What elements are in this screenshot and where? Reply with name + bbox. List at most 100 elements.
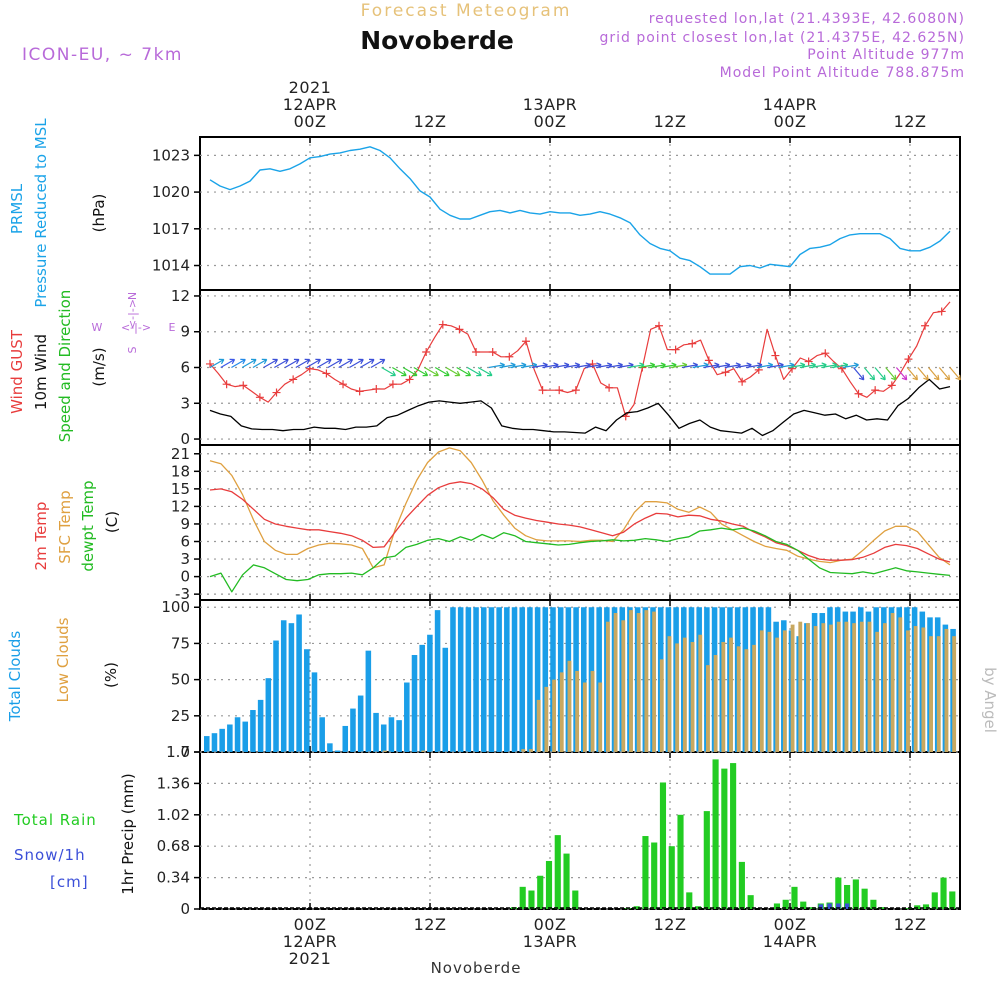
temp-2m-line xyxy=(209,481,951,563)
time-label-top: 00Z xyxy=(294,112,327,131)
rain-bar xyxy=(738,861,745,909)
low-cloud-bar xyxy=(875,631,880,752)
compass-vertical: <-|-> xyxy=(126,299,139,329)
low-cloud-bar xyxy=(721,641,726,752)
total-cloud-bar xyxy=(496,607,502,752)
wind-arrow xyxy=(863,367,876,381)
closest-point: grid point closest lon,lat (21.4375E, 42… xyxy=(599,30,965,46)
y-tick-label: 12 xyxy=(171,287,190,305)
gust-marker xyxy=(405,375,414,384)
time-label-top: 12Z xyxy=(414,112,447,131)
rain-bar xyxy=(852,879,859,909)
wind-arrow xyxy=(284,358,300,369)
time-label-bottom: 2021 xyxy=(289,949,332,968)
total-cloud-bar xyxy=(534,607,541,752)
rain-bar xyxy=(922,904,930,909)
total-cloud-bar xyxy=(288,623,295,752)
low-cloud-bar xyxy=(759,630,764,752)
gust-marker xyxy=(322,369,331,378)
low-cloud-bar xyxy=(729,637,733,752)
low-cloud-bar xyxy=(582,682,587,752)
rain-bar xyxy=(940,877,947,909)
gust-marker xyxy=(455,325,464,334)
total-cloud-bar xyxy=(396,720,402,752)
time-label-bottom: 12Z xyxy=(414,915,447,934)
time-label-top: 2021 xyxy=(289,78,332,97)
wind-arrow xyxy=(241,358,257,369)
low-cloud-bar xyxy=(421,750,426,752)
y-tick-label: 0.68 xyxy=(157,837,190,855)
low-cloud-bar xyxy=(529,749,533,752)
total-cloud-bar xyxy=(542,607,549,752)
label-wind-gust: Wind GUST xyxy=(8,329,26,414)
low-cloud-bar xyxy=(929,636,933,752)
panel-frame-1 xyxy=(199,136,961,291)
total-cloud-bar xyxy=(411,655,418,752)
wind-arrow xyxy=(316,358,332,369)
wind-arrow xyxy=(209,358,225,369)
label-low-clouds: Low Clouds xyxy=(54,617,72,702)
low-cloud-bar xyxy=(767,631,772,752)
wind-arrow xyxy=(906,367,918,381)
gust-marker xyxy=(721,368,730,377)
total-cloud-bar xyxy=(473,607,479,752)
low-cloud-bar xyxy=(544,686,549,752)
y-tick-label: 1023 xyxy=(152,146,190,164)
gust-marker xyxy=(538,386,547,395)
gust-marker xyxy=(804,357,813,366)
low-cloud-bar xyxy=(636,613,641,752)
wind-arrow xyxy=(467,366,482,377)
rain-bar xyxy=(782,899,789,909)
low-cloud-bar xyxy=(667,636,672,752)
label-sfc-temp: SFC Temp xyxy=(56,490,74,563)
time-label-bottom: 12APR xyxy=(283,932,338,951)
label-snow: Snow/1h xyxy=(14,846,86,864)
wind-arrow xyxy=(231,358,246,369)
y-tick-label: 12 xyxy=(171,497,190,515)
y-tick-label: 9 xyxy=(180,515,190,533)
y-tick-label: 9 xyxy=(180,323,190,341)
time-label-bottom: 00Z xyxy=(294,915,327,934)
rain-bar xyxy=(879,907,886,909)
total-cloud-bar xyxy=(488,607,495,752)
compass-n: N xyxy=(126,292,139,300)
wind-arrow xyxy=(359,358,375,369)
low-cloud-bar xyxy=(590,670,595,752)
wind-arrow xyxy=(424,366,439,377)
y-tick-label: 3 xyxy=(180,550,190,568)
wind-arrow xyxy=(842,362,859,369)
total-cloud-bar xyxy=(457,607,464,752)
low-cloud-bar xyxy=(690,641,695,752)
gust-marker xyxy=(671,345,680,354)
time-label-bottom: 14APR xyxy=(763,932,818,951)
label-pressure: Pressure Reduced to MSL xyxy=(32,118,50,308)
total-cloud-bar xyxy=(242,721,249,752)
y-tick-label: 1014 xyxy=(152,257,190,275)
snow-bar xyxy=(844,903,850,909)
rain-bar xyxy=(791,886,798,909)
y-tick-label: 0 xyxy=(180,900,190,918)
y-tick-label: 18 xyxy=(171,462,190,480)
rain-bar xyxy=(931,892,938,909)
gust-marker xyxy=(738,377,747,386)
rain-bar xyxy=(773,903,781,909)
time-label-bottom: 12Z xyxy=(894,915,927,934)
y-tick-label: 50 xyxy=(171,671,190,689)
dewpoint-line xyxy=(209,527,951,593)
low-cloud-bar xyxy=(775,637,780,752)
total-cloud-bar xyxy=(334,750,341,752)
wind-arrow xyxy=(413,366,429,377)
y-tick-label: 0 xyxy=(180,568,190,586)
total-cloud-bar xyxy=(527,607,533,752)
gust-marker xyxy=(422,348,431,356)
wind-arrow xyxy=(874,367,886,381)
total-cloud-bar xyxy=(419,644,425,752)
gust-marker xyxy=(339,380,348,389)
rain-bar xyxy=(668,846,675,909)
low-cloud-bar xyxy=(706,665,710,752)
total-cloud-bar xyxy=(234,717,241,752)
compass-e: E xyxy=(169,321,176,334)
label-snow-unit: [cm] xyxy=(50,873,89,891)
low-cloud-bar xyxy=(813,626,818,752)
